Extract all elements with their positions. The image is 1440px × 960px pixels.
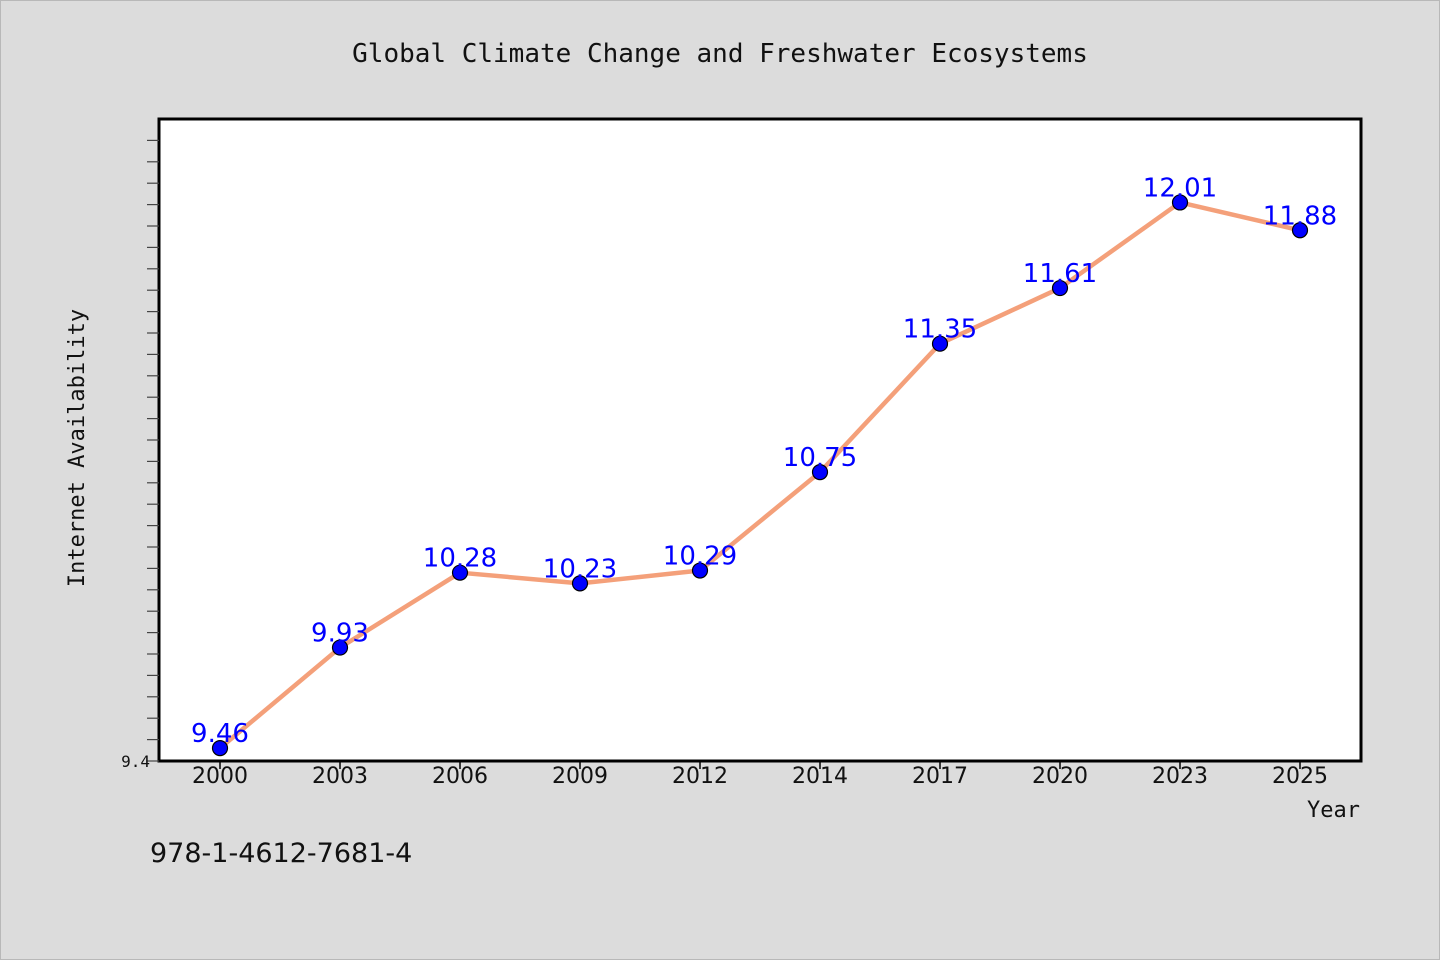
x-tick-label: 2017 bbox=[912, 764, 968, 789]
x-axis-label: Year bbox=[1307, 798, 1360, 823]
data-label: 10.75 bbox=[783, 443, 857, 473]
data-label: 11.88 bbox=[1263, 201, 1337, 231]
x-tick-label: 2000 bbox=[192, 764, 248, 789]
data-label: 10.23 bbox=[543, 554, 617, 584]
x-tick-label: 2003 bbox=[312, 764, 368, 789]
x-tick-label: 2025 bbox=[1272, 764, 1328, 789]
data-point bbox=[331, 639, 349, 656]
x-tick-label: 2014 bbox=[792, 764, 848, 789]
data-point bbox=[811, 464, 829, 481]
data-point bbox=[571, 575, 589, 592]
y-axis-min-tick-label: 9.4 bbox=[121, 752, 150, 771]
data-point bbox=[211, 740, 229, 757]
x-tick-label: 2023 bbox=[1152, 764, 1208, 789]
x-tick-label: 2006 bbox=[432, 764, 488, 789]
data-label: 10.29 bbox=[663, 542, 737, 572]
plot-area bbox=[157, 117, 1363, 763]
data-label: 12.01 bbox=[1143, 173, 1217, 203]
x-axis-ticks bbox=[219, 761, 1301, 769]
isbn-text: 978-1-4612-7681-4 bbox=[150, 838, 412, 869]
chart-title: Global Climate Change and Freshwater Eco… bbox=[352, 39, 1088, 69]
y-axis-label: Internet Availability bbox=[65, 309, 90, 587]
x-tick-label: 2009 bbox=[552, 764, 608, 789]
data-label: 11.35 bbox=[903, 315, 977, 345]
series-line bbox=[218, 200, 1301, 750]
data-point bbox=[691, 562, 709, 579]
data-point bbox=[1291, 222, 1309, 239]
x-axis-tick-labels: 2000 2003 2006 2009 2012 2014 2017 2020 2023 2025 bbox=[192, 764, 1328, 789]
data-label: 9.46 bbox=[191, 719, 249, 749]
data-point bbox=[1171, 194, 1189, 211]
data-label: 10.28 bbox=[423, 544, 497, 574]
x-tick-label: 2020 bbox=[1032, 764, 1088, 789]
data-label: 11.61 bbox=[1023, 259, 1097, 289]
data-label: 9.93 bbox=[311, 619, 369, 649]
data-point bbox=[931, 335, 949, 352]
data-point bbox=[1051, 279, 1069, 297]
series-layer: 9.46 9.93 10.28 10.23 10.29 10.75 11.35 11.61 12… bbox=[191, 173, 1337, 757]
data-point bbox=[451, 564, 469, 581]
x-tick-label: 2012 bbox=[672, 764, 728, 789]
y-axis-ticks bbox=[147, 139, 159, 762]
